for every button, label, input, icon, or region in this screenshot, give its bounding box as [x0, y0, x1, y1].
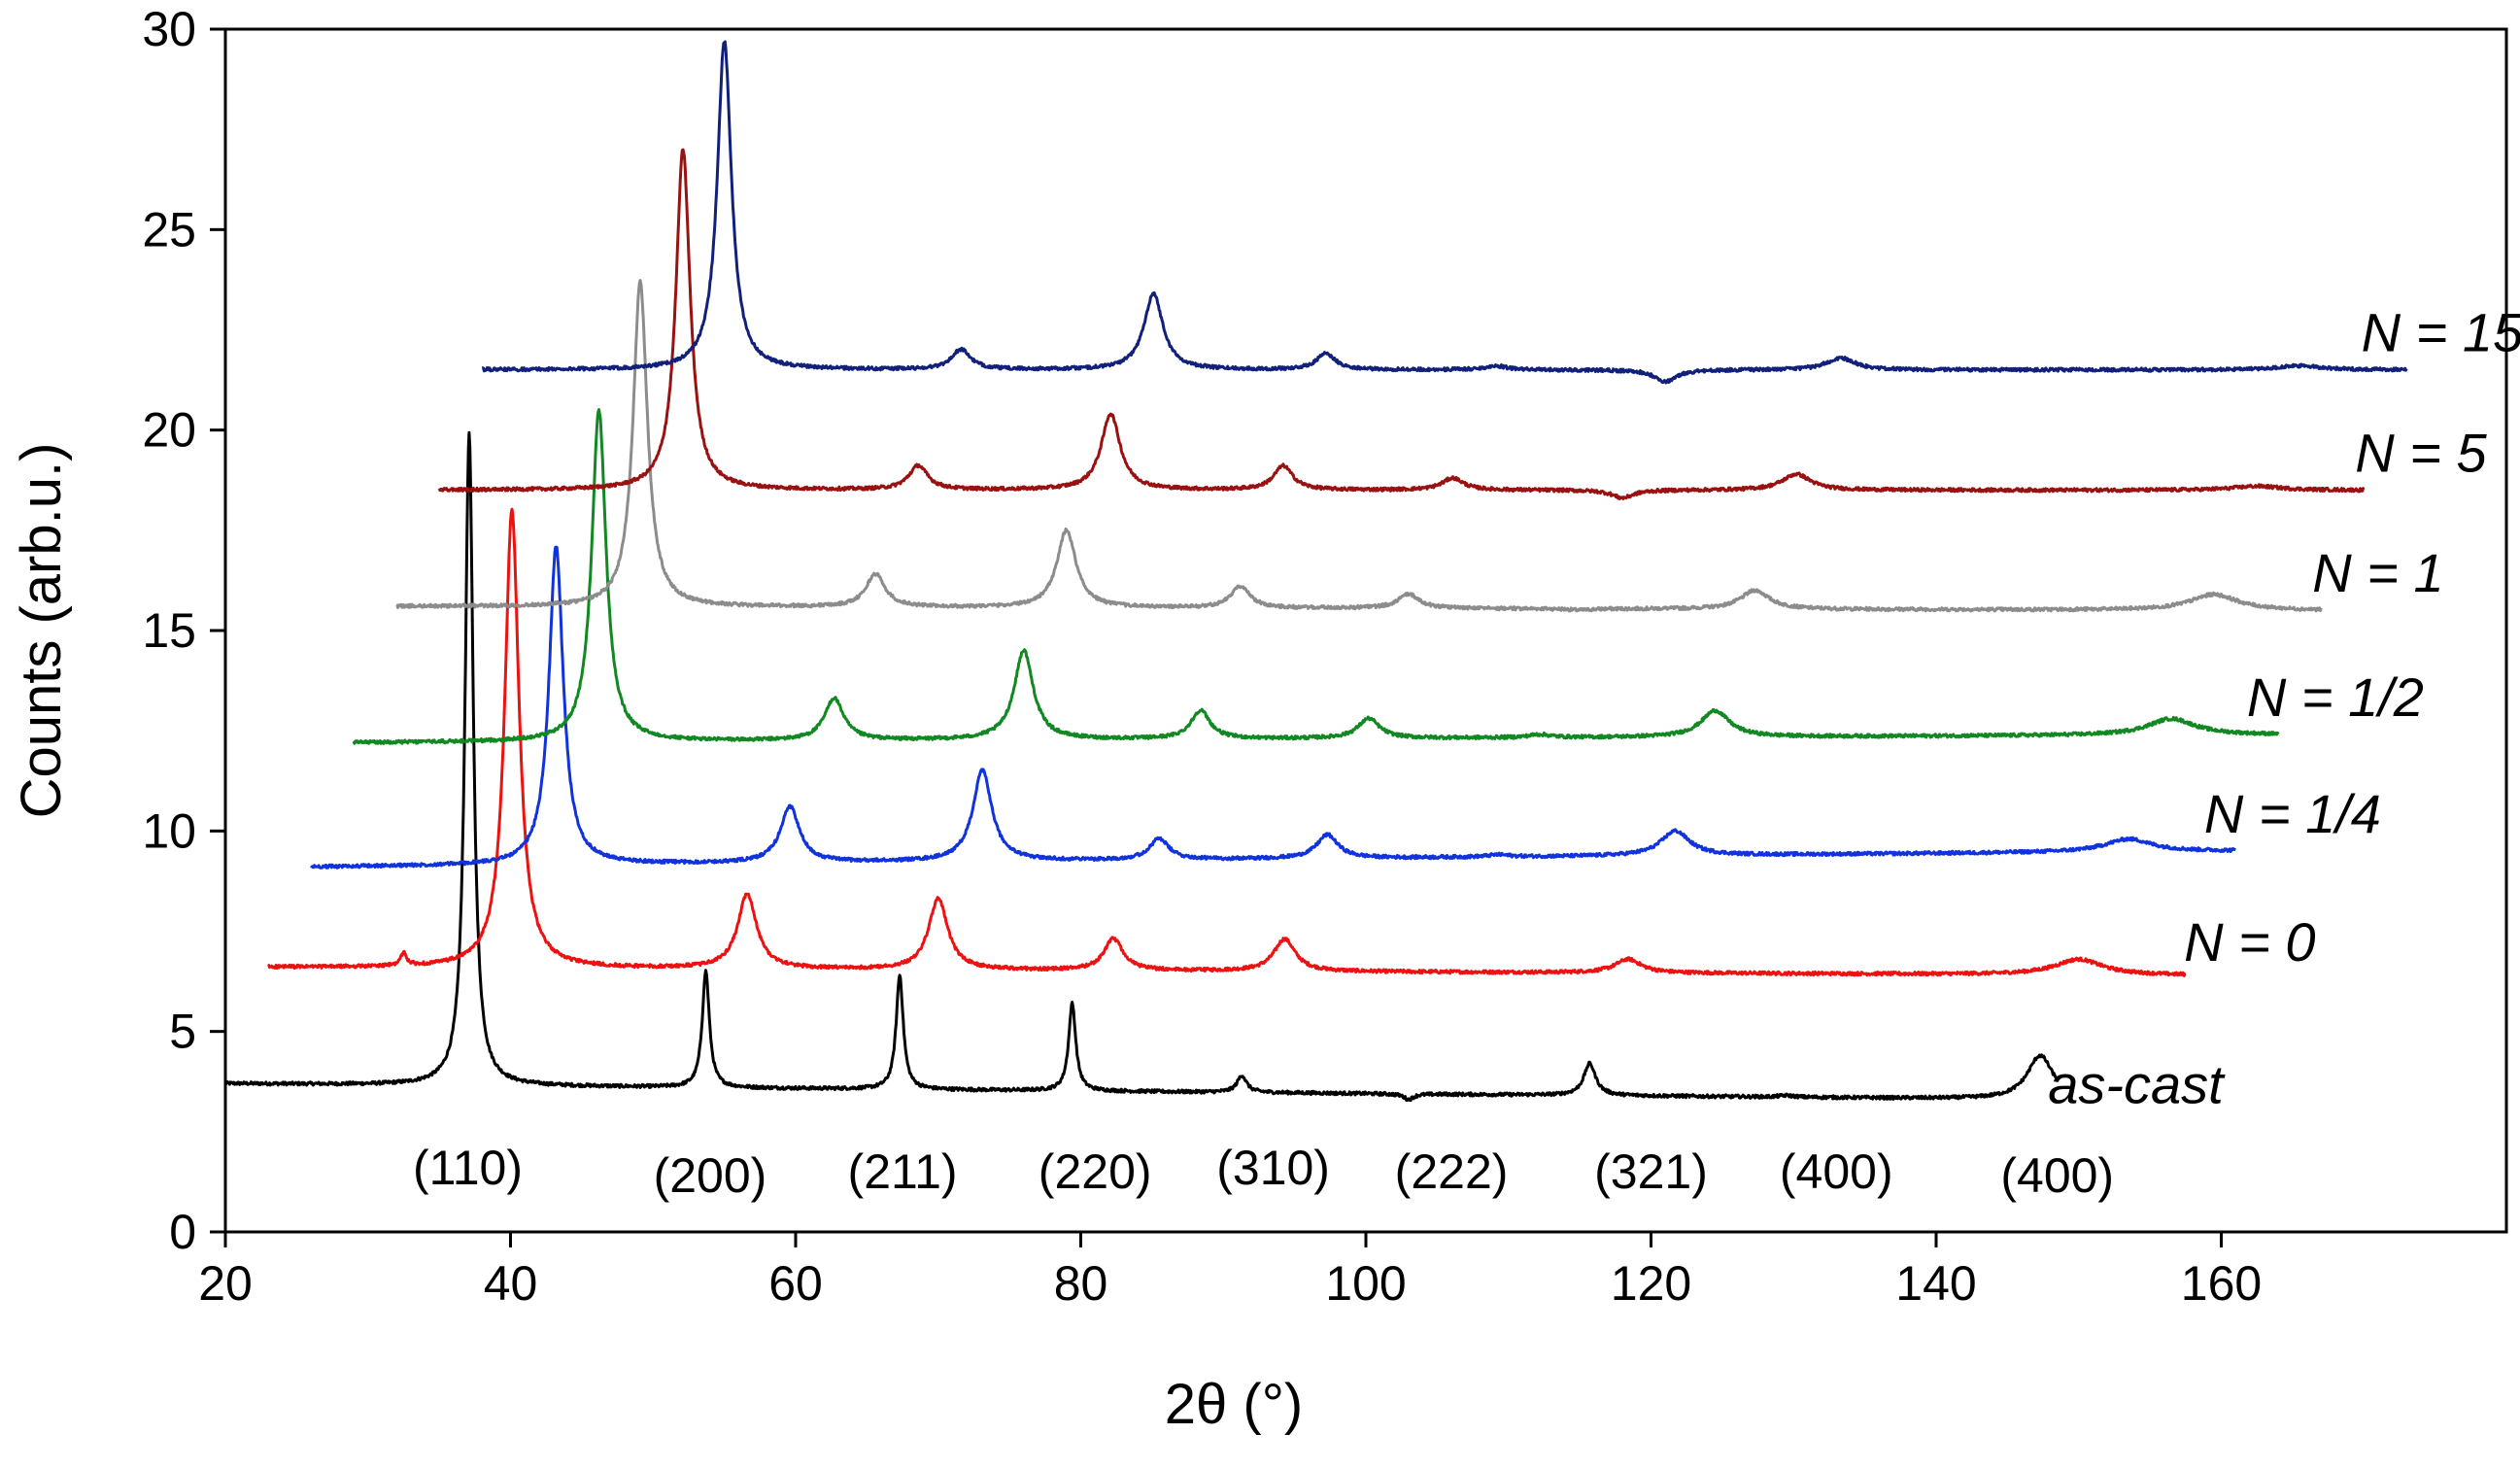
- series-line: [437, 148, 2366, 500]
- y-axis-title: Counts (arb.u.): [10, 443, 73, 819]
- y-tick-label: 15: [142, 603, 196, 658]
- y-tick-label: 10: [142, 803, 196, 858]
- series-line: [267, 507, 2187, 977]
- plot-frame: [223, 27, 2508, 1234]
- y-axis: 0 5 10 15 20 25 30: [142, 2, 225, 1259]
- series-label: N = 1: [2312, 542, 2443, 603]
- hkl-annotation: (400): [2000, 1148, 2114, 1203]
- y-tick-label: 25: [142, 202, 196, 256]
- series-labels: as-cast N = 0 N = 1/4 N = 1/2 N = 1 N = 5 N = …: [2048, 302, 2520, 1115]
- x-tick-label: 80: [1054, 1256, 1108, 1311]
- series-label: N = 1/4: [2204, 783, 2381, 844]
- series-line: [395, 279, 2323, 613]
- series-label: N = 0: [2184, 911, 2315, 973]
- x-axis: 20 40 60 80 100 120 140 160: [198, 1232, 2262, 1311]
- series-layer: [223, 40, 2408, 1103]
- y-tick-label: 30: [142, 2, 196, 56]
- x-tick-label: 160: [2181, 1256, 2262, 1311]
- x-tick-label: 100: [1325, 1256, 1406, 1311]
- series-label: N = 5: [2355, 422, 2487, 483]
- hkl-annotation: (220): [1039, 1144, 1152, 1199]
- x-tick-label: 60: [768, 1256, 823, 1311]
- hkl-annotation: (310): [1216, 1141, 1330, 1195]
- series-line: [481, 40, 2408, 385]
- y-tick-label: 20: [142, 403, 196, 458]
- hkl-annotation: (200): [654, 1148, 767, 1203]
- hkl-annotation: (110): [413, 1141, 523, 1195]
- x-tick-label: 40: [484, 1256, 538, 1311]
- hkl-annotation: (321): [1594, 1144, 1708, 1199]
- series-label: N = 15: [2362, 302, 2520, 363]
- hkl-annotation: (222): [1395, 1144, 1509, 1199]
- hkl-annotation: (211): [848, 1144, 958, 1199]
- series-line: [352, 408, 2280, 745]
- series-label: N = 1/2: [2247, 666, 2424, 728]
- series-line: [223, 430, 2059, 1103]
- hkl-annotation: (400): [1780, 1144, 1893, 1199]
- series-line: [310, 545, 2236, 870]
- x-tick-label: 140: [1895, 1256, 1976, 1311]
- x-tick-label: 120: [1611, 1256, 1691, 1311]
- x-axis-title: 2θ (°): [1165, 1373, 1303, 1436]
- series-label: as-cast: [2048, 1053, 2226, 1114]
- hkl-labels: (110) (200) (211) (220) (310) (222) (321) (400)…: [413, 1141, 2114, 1203]
- x-tick-label: 20: [198, 1256, 253, 1311]
- y-tick-label: 5: [169, 1005, 196, 1059]
- y-tick-label: 0: [169, 1205, 196, 1259]
